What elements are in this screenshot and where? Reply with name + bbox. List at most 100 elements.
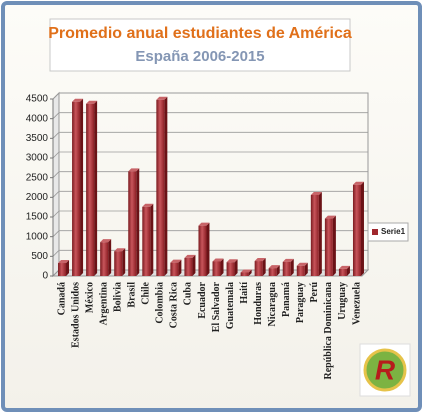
bar-side [248,269,252,276]
x-tick-label: Ecuador [197,281,208,318]
legend-box [367,222,409,242]
x-tick-label: Haití [239,282,250,304]
x-tick-label: Bolivia [113,282,124,312]
bar [58,263,67,276]
bar-top [100,239,112,243]
logo: R [359,343,411,397]
bar [254,261,263,276]
bar-top [226,259,238,263]
x-tick-label: Uruguay [337,282,348,320]
y-tick-label: 2000 [26,192,49,203]
bar [338,268,347,276]
bar-side [318,191,322,276]
x-tick-label: Nicaragua [267,282,278,326]
bar-side [108,239,112,276]
chart-title: Promedio anual estudiantes de América [48,25,352,42]
y-tick-label: 2500 [26,172,49,183]
bar-top [212,258,224,262]
bar-side [150,203,154,276]
bar-top [254,258,266,262]
grid-line [52,171,368,178]
bar-side [290,258,294,276]
bar-side [220,258,224,276]
bar [142,206,151,276]
x-tick-label: Colombia [155,282,166,324]
x-tick-label: República Dominicana [323,282,334,380]
bar-side [304,262,308,276]
bar-side [346,265,350,276]
bar [100,242,109,276]
legend-label: Serie1 [381,227,406,236]
bar-side [262,258,266,276]
bar [282,261,291,276]
bar-top [128,168,140,172]
bar [72,101,81,277]
bar-top [324,215,336,219]
y-tick-label: 4000 [26,113,49,124]
bar-top [58,260,70,264]
bar-top [114,248,126,252]
bar-side [66,260,70,276]
grid-line [52,190,368,198]
bar [198,225,207,276]
bar-top [156,96,168,100]
legend-swatch [372,229,378,235]
bar [86,103,95,276]
bar-top [352,181,364,185]
bar [156,99,165,276]
x-tick-label: Brasil [127,282,138,308]
x-tick-label: Perú [309,282,320,303]
bar [352,184,361,276]
grid-line [52,230,368,237]
x-tick-label: Chile [141,281,152,304]
bar-top [86,100,98,104]
logo-circle [363,348,407,392]
x-tick-label: Honduras [253,282,264,325]
bar-top [142,203,154,207]
x-tick-label: Argentina [98,282,109,325]
bar [128,171,137,276]
bar-side [206,222,210,276]
chart-subtitle: España 2006-2015 [135,48,264,65]
x-tick-label: Panamá [281,282,292,317]
bar [114,251,123,276]
x-tick-label: Guatemala [225,282,236,329]
bar-side [332,215,336,276]
y-tick-label: 4500 [26,94,49,105]
bar-top [72,98,84,102]
bar [170,262,179,276]
x-tick-label: Canadá [56,282,67,315]
bar-top [296,262,308,266]
bar-side [94,100,98,276]
x-tick-label: El Salvador [211,281,222,332]
x-tick-label: Venezuela [351,282,362,325]
bar-top [240,269,252,273]
x-tick-label: Cuba [183,282,194,305]
bar-side [80,98,84,277]
bar-side [178,259,182,276]
bar-top [268,265,280,269]
bar [212,261,221,276]
bar-top [282,258,294,262]
y-tick-label: 3000 [26,153,49,164]
grid-line [52,249,368,257]
bar-top [184,254,196,258]
bar-top [338,265,350,269]
bar [310,194,319,276]
bar-side [122,248,126,276]
bar-side [276,265,280,276]
y-tick-label: 0 [42,271,48,282]
side-wall [52,91,60,278]
bar-side [192,254,196,276]
frame [1,1,422,412]
bar-top [170,259,182,263]
x-tick-label: Paraguay [295,282,306,323]
x-tick-label: Estados Unidos [70,282,81,348]
bar [268,268,277,276]
y-tick-label: 1000 [26,231,49,242]
bar-side [164,96,168,276]
x-tick-label: México [84,282,95,313]
y-tick-label: 500 [31,251,48,262]
grid-line [52,112,368,119]
grid-line [52,210,368,218]
